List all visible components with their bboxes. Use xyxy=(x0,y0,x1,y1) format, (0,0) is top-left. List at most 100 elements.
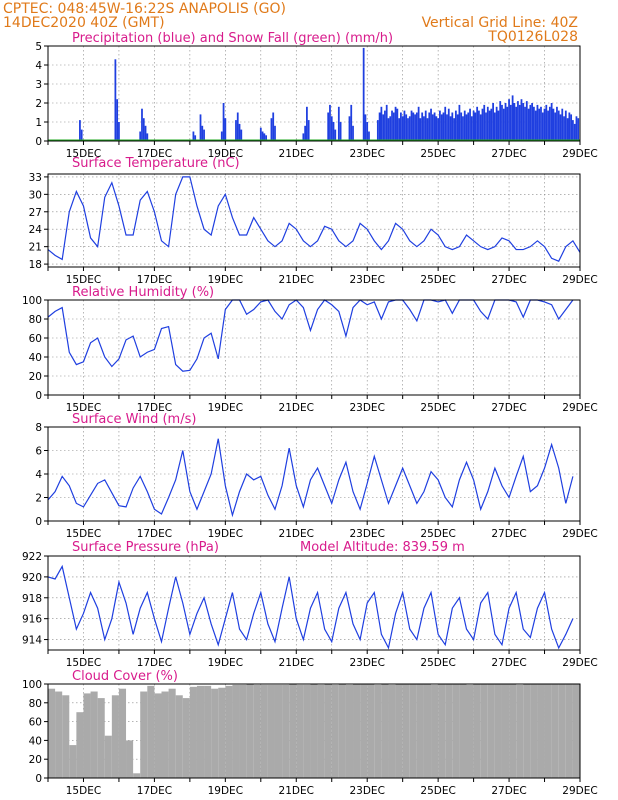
cloud-bar xyxy=(69,745,77,778)
precip-bar xyxy=(192,131,195,141)
precip-bar xyxy=(368,131,370,141)
precip-bar xyxy=(440,114,443,141)
precip-bar xyxy=(472,110,475,141)
cloud-ytick-label: 0 xyxy=(35,773,42,785)
precip-bar xyxy=(474,112,477,141)
cloud-bar xyxy=(537,684,545,778)
cloud-bar xyxy=(126,740,134,778)
precip-bar xyxy=(566,118,569,141)
cloud-bar xyxy=(274,684,283,778)
cloud-bar xyxy=(388,684,396,778)
precip-bar xyxy=(408,116,411,141)
pressure-xtick-label: 21DEC xyxy=(279,657,314,669)
cloud-bar xyxy=(452,684,460,778)
precip-bar xyxy=(364,114,367,141)
precip-bar xyxy=(376,120,379,141)
precip-bar xyxy=(556,106,558,141)
precip-xtick-label: 15DEC xyxy=(66,148,101,160)
precip-bar xyxy=(222,103,225,141)
precip-bar xyxy=(265,135,268,141)
precip-bar xyxy=(561,108,564,141)
precip-bar xyxy=(236,112,239,141)
precip-bar xyxy=(470,116,473,141)
cloud-bar xyxy=(480,684,488,778)
precip-bar xyxy=(533,106,535,141)
pressure-frame xyxy=(47,555,581,651)
precip-bar xyxy=(453,118,455,141)
cloud-bar xyxy=(438,684,446,778)
rh-ytick-label: 60 xyxy=(29,333,42,345)
precip-bar xyxy=(458,104,461,141)
wind-xtick-label: 29DEC xyxy=(562,528,597,540)
rh-xtick-label: 27DEC xyxy=(491,402,526,414)
precip-panel: 0 1 2 3 4 5 15DEC 17DEC 19DEC 21DEC 23DEC 25DEC 27DE… xyxy=(35,31,597,160)
cloud-bar xyxy=(466,684,474,778)
precip-bar xyxy=(449,116,452,141)
temp-xtick-label: 29DEC xyxy=(562,274,597,286)
precip-bar xyxy=(405,114,408,141)
wind-ytick-label: 6 xyxy=(35,446,42,458)
pressure-panel: 914 916 918 920 922 15DEC 17DEC 19DEC 21DEC 23DEC… xyxy=(22,0,598,669)
cloud-bar xyxy=(431,684,439,778)
precip-bar xyxy=(431,114,434,141)
precip-xtick-label: 21DEC xyxy=(279,148,314,160)
precip-bar xyxy=(410,110,413,141)
cloud-bar xyxy=(501,684,510,778)
precip-bar xyxy=(575,116,578,141)
precip-bar xyxy=(550,103,553,141)
cloud-bar xyxy=(445,684,453,778)
precip-bar xyxy=(504,103,507,141)
precip-bar xyxy=(199,114,202,141)
precip-bar xyxy=(463,110,466,141)
precip-bar xyxy=(306,106,308,141)
wind-xtick-label: 15DEC xyxy=(66,528,101,540)
precip-bar xyxy=(568,112,571,141)
rh-xtick-label: 17DEC xyxy=(137,402,172,414)
cloud-bar xyxy=(282,684,290,778)
temp-xtick-label: 15DEC xyxy=(66,274,101,286)
precip-bar xyxy=(508,99,510,141)
cloud-bar xyxy=(140,691,148,778)
precip-bar xyxy=(419,118,422,141)
precip-bar xyxy=(412,112,415,141)
cloud-bar xyxy=(196,685,205,778)
cloud-bar xyxy=(473,684,481,778)
precip-bar xyxy=(554,112,557,141)
wind-xtick-label: 27DEC xyxy=(491,528,526,540)
precip-bar xyxy=(350,104,353,141)
precip-bar xyxy=(572,120,574,141)
temp-series-line xyxy=(47,176,581,262)
precip-bar xyxy=(435,116,438,141)
precip-bar xyxy=(486,106,489,141)
cloud-bar xyxy=(239,684,247,778)
cloud-ytick-label: 40 xyxy=(29,735,42,747)
precip-bar xyxy=(263,133,266,141)
precip-bar xyxy=(398,118,401,141)
precip-bar xyxy=(384,110,386,141)
precip-bar xyxy=(334,129,337,141)
cloud-bar xyxy=(168,688,176,778)
temp-ytick-label: 18 xyxy=(29,259,42,271)
cloud-xtick-label: 27DEC xyxy=(491,785,526,797)
cloud-xtick-label: 17DEC xyxy=(137,785,172,797)
precip-bar xyxy=(520,99,523,141)
precip-bar xyxy=(203,129,205,141)
cloud-bar xyxy=(494,684,502,778)
cloud-ytick-label: 100 xyxy=(22,679,42,691)
pressure-ytick-label: 916 xyxy=(22,614,42,626)
precip-bar xyxy=(577,118,580,141)
rh-ytick-label: 20 xyxy=(29,371,42,383)
precip-bar xyxy=(433,112,436,141)
precip-bar xyxy=(493,112,496,141)
precip-bar xyxy=(141,108,143,141)
precip-bar xyxy=(501,104,503,141)
cloud-bar xyxy=(175,695,183,778)
precip-bar xyxy=(525,101,528,141)
cloud-bar xyxy=(374,684,382,778)
precip-bar xyxy=(352,125,354,141)
cloud-title: Cloud Cover (%) xyxy=(72,669,178,684)
cloud-bar xyxy=(416,684,424,778)
cloud-panel: 0 20 40 60 80 100 15DEC 17DEC 19DEC 21DEC 23DEC 25D… xyxy=(22,669,598,797)
pressure-annotation: Model Altitude: 839.59 m xyxy=(300,540,465,555)
precip-bar xyxy=(469,108,471,141)
